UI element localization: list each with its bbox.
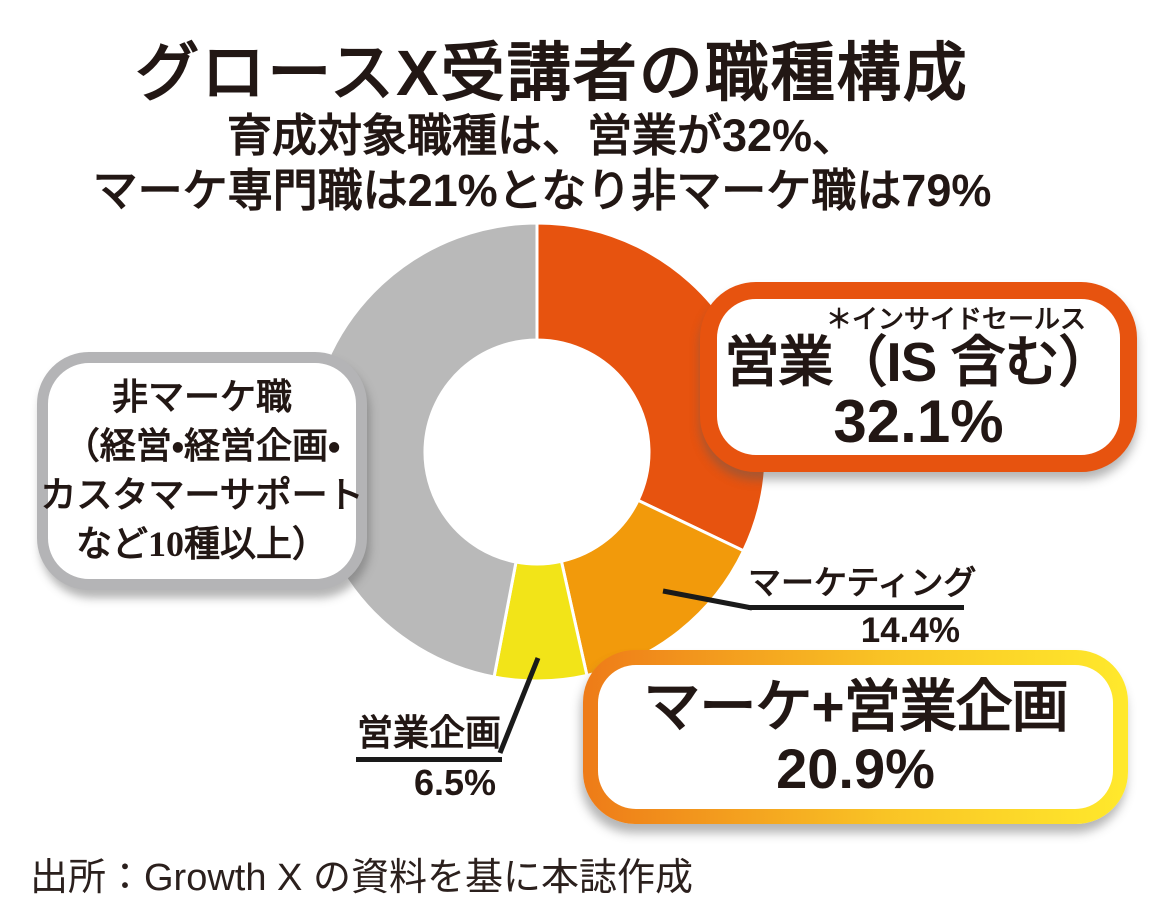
label-marketing-value: 14.4% — [860, 611, 960, 650]
label-marketing-text: マーケティング — [748, 564, 976, 610]
callout-sales-note: ＊インサイドセールス — [825, 304, 1086, 334]
label-sales-planning: 営業企画 6.5% — [356, 712, 502, 804]
callout-marke-sales-planning-value: 20.9% — [776, 737, 935, 800]
callout-non-marketing: 非マーケ職 （経営・経営企画・ カスタマーサポート など10種以上） — [37, 352, 367, 590]
chart-subtitle-line1: 育成対象職種は、営業が32%、 — [226, 110, 858, 161]
chart-subtitle-line2: マーケ専門職は21%となり非マーケ職は79% — [92, 165, 992, 216]
callout-sales: ＊インサイドセールス 営業（IS 含む） 32.1% — [700, 282, 1137, 472]
callout-marke-sales-planning-label: マーケ+営業企画 — [643, 675, 1068, 739]
callout-marke-sales-planning-inner: マーケ+営業企画 20.9% — [598, 665, 1113, 809]
callout-non-marketing-line1: 非マーケ職 — [111, 377, 292, 417]
callout-non-marketing-line4: など10種以上） — [75, 524, 328, 564]
label-sales-planning-text: 営業企画 — [356, 712, 502, 762]
callout-non-marketing-line2: （経営・経営企画・ — [63, 426, 341, 466]
callout-sales-label: 営業（IS 含む） — [724, 331, 1113, 393]
leader-line-sales-planning — [497, 657, 541, 754]
callout-sales-value: 32.1% — [833, 388, 1004, 455]
callout-marke-sales-planning: マーケ+営業企画 20.9% — [583, 650, 1128, 824]
pie-segment-0 — [535, 221, 768, 553]
label-marketing: マーケティング 14.4% — [748, 564, 976, 652]
callout-non-marketing-line3: カスタマーサポート — [40, 475, 364, 515]
source-note: 出所：Growth X の資料を基に本誌作成 — [30, 857, 693, 899]
chart-title: グロースX受講者の職種構成 — [135, 37, 969, 109]
label-sales-planning-value: 6.5% — [413, 762, 496, 803]
leader-line-marketing — [662, 588, 753, 611]
chart-subtitle: 育成対象職種は、営業が32%、 マーケ専門職は21%となり非マーケ職は79% — [0, 108, 1084, 218]
